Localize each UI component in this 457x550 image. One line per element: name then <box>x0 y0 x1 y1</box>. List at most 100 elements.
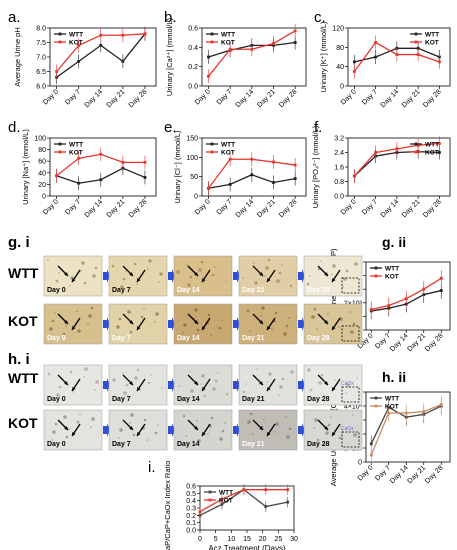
crystal-speck <box>112 378 116 382</box>
inset-box <box>341 325 360 342</box>
arrowhead <box>259 426 263 430</box>
crystal-speck <box>161 387 163 389</box>
micro-day-label: Day 7 <box>112 441 131 448</box>
transition-arrow-icon <box>233 378 240 392</box>
crystal-speck <box>76 420 80 424</box>
data-point-kot <box>439 403 443 406</box>
micro-day-label: Day 21 <box>242 287 265 294</box>
arrowhead <box>64 426 68 430</box>
data-point-kot <box>437 142 441 145</box>
y-tick-label: 150 <box>186 136 198 143</box>
legend-marker <box>210 150 214 154</box>
crystal-speck <box>136 283 138 285</box>
micro-day-label: Day 14 <box>177 396 200 403</box>
data-point-kot <box>395 53 399 56</box>
x-tick-label: 30 <box>290 536 298 543</box>
panel-label-h-i: h. i <box>8 351 30 368</box>
micro-image-bg <box>238 409 298 451</box>
crystal-speck <box>92 274 96 278</box>
y-tick-label: 0 <box>42 194 46 201</box>
micro-row-h-kot: Day 0 Day 7 Day 14 Day 21 Day 28 CaOx <box>43 409 363 451</box>
crystal-speck <box>288 317 290 319</box>
y-tick-label: 0 <box>358 460 362 467</box>
micro-image-h-wtt-3: Day 21 <box>238 364 298 406</box>
crystal-speck <box>356 377 358 379</box>
crystal-speck <box>118 437 120 439</box>
data-point-kot <box>387 411 391 415</box>
crystal-speck <box>55 279 59 283</box>
micro-image-h-kot-1: Day 7 <box>108 409 168 451</box>
legend-marker <box>58 142 62 146</box>
crystal-speck <box>58 385 62 389</box>
x-tick-label: 10 <box>227 536 235 543</box>
y-tick-label: 120 <box>332 26 344 33</box>
crystal-speck <box>260 315 262 317</box>
crystal-speck <box>80 270 82 272</box>
legend-marker <box>414 32 418 36</box>
crystal-speck <box>217 372 219 374</box>
crystal-speck <box>129 330 133 334</box>
crystal-speck <box>65 325 67 327</box>
data-point-wtt <box>250 173 254 177</box>
data-point-kot <box>198 510 202 514</box>
micro-image-g-kot-1: Day 7 <box>108 303 168 345</box>
legend-entry-kot: KOT <box>425 40 439 47</box>
crystal-speck <box>285 324 289 328</box>
data-point-kot <box>242 488 246 492</box>
y-tick-label: 0 <box>194 194 198 201</box>
y-tick-label: 6.5 <box>36 69 46 76</box>
crystal-speck <box>81 261 85 265</box>
crystal-speck <box>159 272 163 276</box>
data-point-wtt <box>207 55 210 59</box>
crystal-speck <box>54 312 56 314</box>
crystal-speck <box>158 281 160 283</box>
crystal-speck <box>290 370 294 374</box>
crystal-speck <box>249 330 251 332</box>
x-tick-label: 20 <box>259 536 267 543</box>
data-point-kot <box>286 488 290 492</box>
crystal-speck <box>201 374 205 378</box>
data-point-kot <box>369 308 373 311</box>
legend-entry-wtt: WTT <box>69 32 83 39</box>
crystal-speck <box>274 431 276 433</box>
arrowhead <box>64 381 68 385</box>
crystal-speck <box>197 439 201 443</box>
crystal-speck <box>267 381 269 383</box>
transition-arrow-icon <box>298 317 305 331</box>
transition-arrow-icon <box>103 317 110 331</box>
crystal-speck <box>140 315 144 319</box>
micro-image-g-wtt-4: Day 28 <box>303 255 363 297</box>
crystal-speck <box>318 381 322 385</box>
y-tick-label: 1.6 <box>334 165 344 172</box>
arrowhead <box>332 387 336 391</box>
y-tick-label: 8.0 <box>36 26 46 33</box>
crystal-speck <box>247 420 251 424</box>
crystal-speck <box>155 312 159 316</box>
crystal-speck <box>224 422 226 424</box>
transition-arrow-icon <box>298 423 305 437</box>
panel-label-c: c. <box>314 9 326 26</box>
transition-arrow-icon <box>168 317 175 331</box>
x-tick-label: Day 7 <box>361 198 379 216</box>
crystal-speck <box>122 277 126 281</box>
crystal-speck <box>271 328 273 330</box>
arrowhead <box>137 278 141 282</box>
crystal-speck <box>210 416 214 420</box>
legend-marker <box>414 40 418 44</box>
crystal-speck <box>309 275 311 277</box>
data-point-wtt <box>369 442 373 446</box>
legend-entry-wtt: WTT <box>385 396 399 403</box>
crystal-speck <box>154 431 158 435</box>
x-tick-label: Day 28 <box>422 198 443 219</box>
data-point-wtt <box>352 60 356 64</box>
x-tick-label: Day 14 <box>235 198 256 219</box>
y-tick-label: 0.2 <box>186 513 196 520</box>
micro-day-label: Day 21 <box>242 335 265 342</box>
crystal-speck <box>265 266 269 270</box>
crystal-speck <box>256 368 258 370</box>
micro-image-g-kot-0: Day 0 <box>43 303 103 345</box>
crystal-speck <box>210 334 212 336</box>
chart-a: 6.0 6.5 7.0 7.5 8.0 Day 0 Day 7 Day 14 Day 21 Day… <box>13 26 157 109</box>
arrowhead <box>194 426 198 430</box>
crystal-speck <box>279 385 283 389</box>
